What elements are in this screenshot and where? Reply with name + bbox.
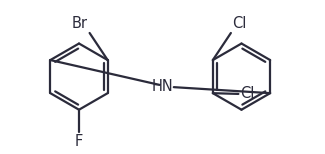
Text: HN: HN (152, 79, 173, 94)
Text: F: F (75, 134, 83, 149)
Text: Cl: Cl (232, 16, 247, 31)
Text: Br: Br (72, 16, 88, 31)
Text: Cl: Cl (240, 86, 254, 101)
